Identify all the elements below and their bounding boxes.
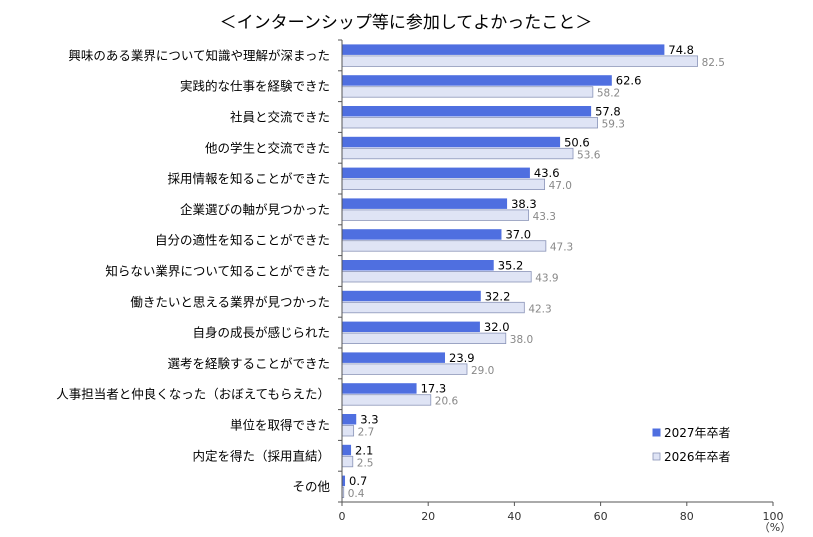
bar-2027	[342, 290, 481, 302]
category-label: 採用情報を知ることができた	[167, 171, 330, 186]
bar-2027	[342, 75, 612, 86]
data-label-2027: 38.3	[511, 197, 537, 211]
data-label-2027: 43.6	[534, 166, 560, 180]
bar-2026	[341, 209, 530, 221]
category-label: 内定を得た（採用直結）	[192, 448, 330, 463]
data-label-2027: 3.3	[360, 413, 378, 427]
category-label: 他の学生と交流できた	[205, 140, 330, 155]
bar-2026	[341, 240, 547, 252]
data-label-2026: 58.2	[597, 88, 620, 100]
bar-2026	[341, 455, 354, 468]
data-label-2027: 74.8	[668, 43, 694, 57]
data-label-2027: 17.3	[421, 382, 447, 396]
category-label: 自分の適性を知ることができた	[155, 233, 330, 248]
bar-2026	[341, 301, 525, 314]
bar-2027	[342, 383, 417, 394]
category-label: 興味のある業界について知識や理解が深まった	[68, 48, 330, 63]
category-label: 単位を取得できた	[230, 418, 330, 433]
data-label-2026: 20.6	[435, 396, 459, 408]
data-label-2027: 57.8	[595, 105, 621, 119]
bar-2026	[341, 117, 598, 129]
bar-2026	[341, 55, 698, 67]
legend-swatch-2027	[652, 428, 661, 437]
data-label-2026: 38.0	[510, 334, 533, 346]
x-tick-label: 40	[507, 510, 521, 523]
bar-2026	[341, 147, 574, 160]
x-tick-label: 0	[339, 510, 346, 523]
data-label-2026: 2.5	[357, 457, 374, 469]
data-label-2027: 23.9	[449, 351, 475, 365]
bar-2027	[342, 444, 352, 456]
category-label: 企業選びの軸が見つかった	[180, 202, 330, 217]
data-label-2026: 47.3	[550, 242, 573, 254]
legend-label-2027: 2027年卒者	[664, 426, 731, 440]
data-label-2026: 53.6	[577, 149, 601, 161]
bar-2027	[342, 321, 480, 333]
category-label: 自身の成長が感じられた	[192, 325, 330, 340]
bar-2027	[342, 229, 502, 240]
data-label-2026: 0.4	[348, 488, 365, 500]
bar-2026	[341, 86, 594, 98]
data-label-2026: 43.3	[533, 211, 556, 223]
chart-title: ＜インターンシップ等に参加してよかったこと＞	[220, 13, 593, 33]
legend-swatch-2026	[652, 452, 661, 461]
x-tick-label: 20	[421, 510, 435, 523]
data-label-2027: 50.6	[564, 135, 590, 149]
bar-2027	[342, 106, 592, 117]
category-label: 人事担当者と仲良くなった（おぼえてもらえた）	[56, 387, 330, 402]
legend-label-2026: 2026年卒者	[664, 450, 731, 464]
data-label-2026: 42.3	[528, 303, 551, 315]
category-label: 選考を経験することができた	[167, 356, 330, 371]
data-label-2026: 2.7	[358, 427, 375, 439]
category-label: 知らない業界について知ることができた	[105, 264, 330, 279]
x-tick-label: 80	[680, 510, 694, 523]
data-label-2027: 37.0	[505, 228, 531, 242]
category-label: 働きたいと思える業界が見つかった	[130, 294, 330, 309]
data-label-2026: 43.9	[535, 273, 558, 285]
data-label-2027: 62.6	[616, 74, 642, 88]
data-label-2026: 29.0	[471, 365, 494, 377]
bar-2026	[341, 394, 432, 406]
bar-2027	[342, 414, 357, 425]
category-label: その他	[292, 479, 330, 494]
bar-2026	[341, 425, 355, 437]
bar-2027	[342, 260, 494, 271]
bar-2026	[341, 178, 545, 191]
data-label-2026: 59.3	[602, 119, 625, 131]
category-label: 社員と交流できた	[230, 110, 330, 125]
bar-2027	[342, 136, 561, 148]
category-label: 実践的な仕事を経験できた	[180, 79, 330, 94]
bar-2027	[342, 167, 530, 179]
bar-2027	[342, 198, 508, 209]
bar-2027	[342, 44, 665, 55]
data-label-2027: 35.2	[498, 259, 524, 273]
bar-2027	[342, 475, 346, 487]
x-axis-unit-label: （%）	[759, 521, 791, 534]
legend: 2027年卒者 2026年卒者	[652, 426, 731, 464]
data-label-2027: 32.2	[485, 289, 511, 303]
data-label-2026: 47.0	[549, 180, 572, 192]
data-label-2027: 2.1	[355, 443, 373, 457]
bar-2027	[342, 352, 446, 363]
bar-2026	[341, 271, 532, 283]
bar-2026	[341, 363, 468, 375]
x-tick-label: 60	[594, 510, 608, 523]
data-label-2027: 32.0	[484, 320, 510, 334]
x-tick-label: 100	[763, 510, 784, 523]
data-label-2027: 0.7	[349, 474, 367, 488]
data-label-2026: 82.5	[702, 57, 725, 69]
bar-2026	[341, 332, 507, 345]
